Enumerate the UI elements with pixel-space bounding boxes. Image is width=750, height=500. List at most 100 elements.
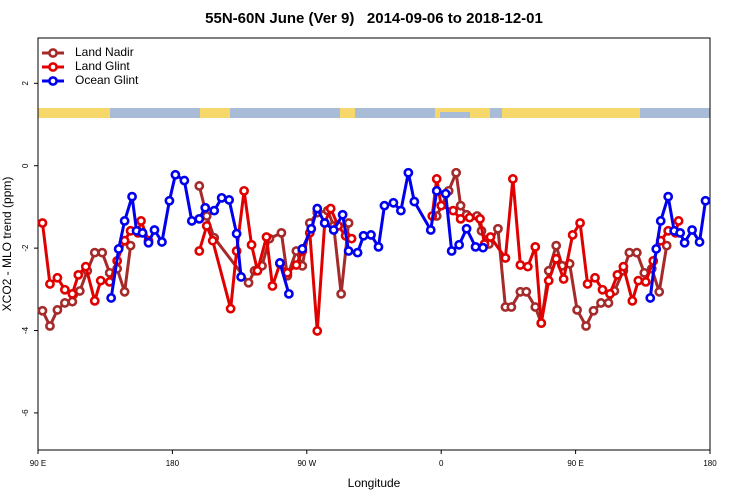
data-point — [457, 202, 464, 209]
data-point — [523, 288, 530, 295]
data-point — [517, 261, 524, 268]
data-point — [553, 242, 560, 249]
data-point — [665, 193, 672, 200]
data-point — [397, 207, 404, 214]
data-point — [614, 271, 621, 278]
data-point — [348, 235, 355, 242]
data-point — [276, 259, 283, 266]
data-point — [108, 294, 115, 301]
data-point — [591, 274, 598, 281]
data-point — [166, 197, 173, 204]
legend-label: Ocean Glint — [75, 73, 139, 87]
map-strip — [38, 108, 710, 118]
data-point — [453, 169, 460, 176]
data-point — [494, 225, 501, 232]
data-point — [456, 241, 463, 248]
data-point — [381, 202, 388, 209]
data-point — [677, 229, 684, 236]
data-point — [54, 274, 61, 281]
data-point — [76, 287, 83, 294]
data-point — [285, 290, 292, 297]
data-point — [433, 187, 440, 194]
legend-marker — [49, 63, 56, 70]
data-point — [91, 249, 98, 256]
y-tick-label: -4 — [21, 326, 30, 334]
data-point — [263, 233, 270, 240]
data-point — [46, 280, 53, 287]
y-tick-label: -6 — [21, 409, 30, 417]
data-point — [508, 303, 515, 310]
data-point — [524, 263, 531, 270]
data-point — [61, 286, 68, 293]
data-point — [442, 190, 449, 197]
data-point — [314, 327, 321, 334]
x-tick-label: 90 E — [30, 459, 46, 468]
y-tick-label: -2 — [21, 244, 30, 252]
data-point — [196, 182, 203, 189]
data-point — [605, 299, 612, 306]
data-point — [590, 307, 597, 314]
data-point — [642, 278, 649, 285]
data-point — [69, 298, 76, 305]
data-point — [218, 194, 225, 201]
chart-title: 55N-60N June (Ver 9) 2014-09-06 to 2018-… — [205, 10, 543, 27]
y-tick-label: 2 — [21, 81, 30, 86]
data-point — [532, 243, 539, 250]
data-point — [427, 226, 434, 233]
data-point — [227, 305, 234, 312]
data-point — [584, 280, 591, 287]
data-point — [675, 217, 682, 224]
y-tick-label: 0 — [21, 163, 30, 168]
data-point — [502, 254, 509, 261]
data-point — [54, 306, 61, 313]
data-point — [448, 247, 455, 254]
data-point — [656, 288, 663, 295]
data-point — [158, 238, 165, 245]
data-point — [203, 222, 210, 229]
data-point — [696, 238, 703, 245]
data-point — [472, 243, 479, 250]
data-point — [211, 207, 218, 214]
data-point — [599, 286, 606, 293]
data-point — [145, 239, 152, 246]
data-point — [657, 217, 664, 224]
data-point — [647, 294, 654, 301]
data-point — [46, 322, 53, 329]
data-point — [39, 219, 46, 226]
legend-label: Land Glint — [75, 59, 130, 73]
data-point — [582, 322, 589, 329]
data-point — [115, 245, 122, 252]
data-point — [681, 239, 688, 246]
data-point — [121, 217, 128, 224]
data-point — [293, 261, 300, 268]
data-point — [545, 277, 552, 284]
data-point — [479, 244, 486, 251]
data-point — [411, 198, 418, 205]
x-tick-label: 180 — [166, 459, 180, 468]
data-point — [450, 207, 457, 214]
data-point — [203, 212, 210, 219]
data-point — [338, 290, 345, 297]
data-point — [509, 175, 516, 182]
y-axis-label: XCO2 - MLO trend (ppm) — [0, 177, 14, 312]
data-point — [629, 297, 636, 304]
data-point — [75, 271, 82, 278]
data-point — [354, 249, 361, 256]
data-point — [330, 226, 337, 233]
data-point — [137, 217, 144, 224]
data-point — [202, 204, 209, 211]
data-point — [360, 232, 367, 239]
data-point — [688, 226, 695, 233]
data-point — [457, 215, 464, 222]
data-point — [339, 211, 346, 218]
data-point — [433, 175, 440, 182]
x-tick-label: 0 — [439, 459, 444, 468]
x-tick-label: 180 — [703, 459, 717, 468]
data-point — [626, 249, 633, 256]
data-point — [299, 245, 306, 252]
data-point — [240, 187, 247, 194]
data-point — [635, 277, 642, 284]
data-point — [463, 225, 470, 232]
data-point — [39, 307, 46, 314]
data-point — [553, 255, 560, 262]
